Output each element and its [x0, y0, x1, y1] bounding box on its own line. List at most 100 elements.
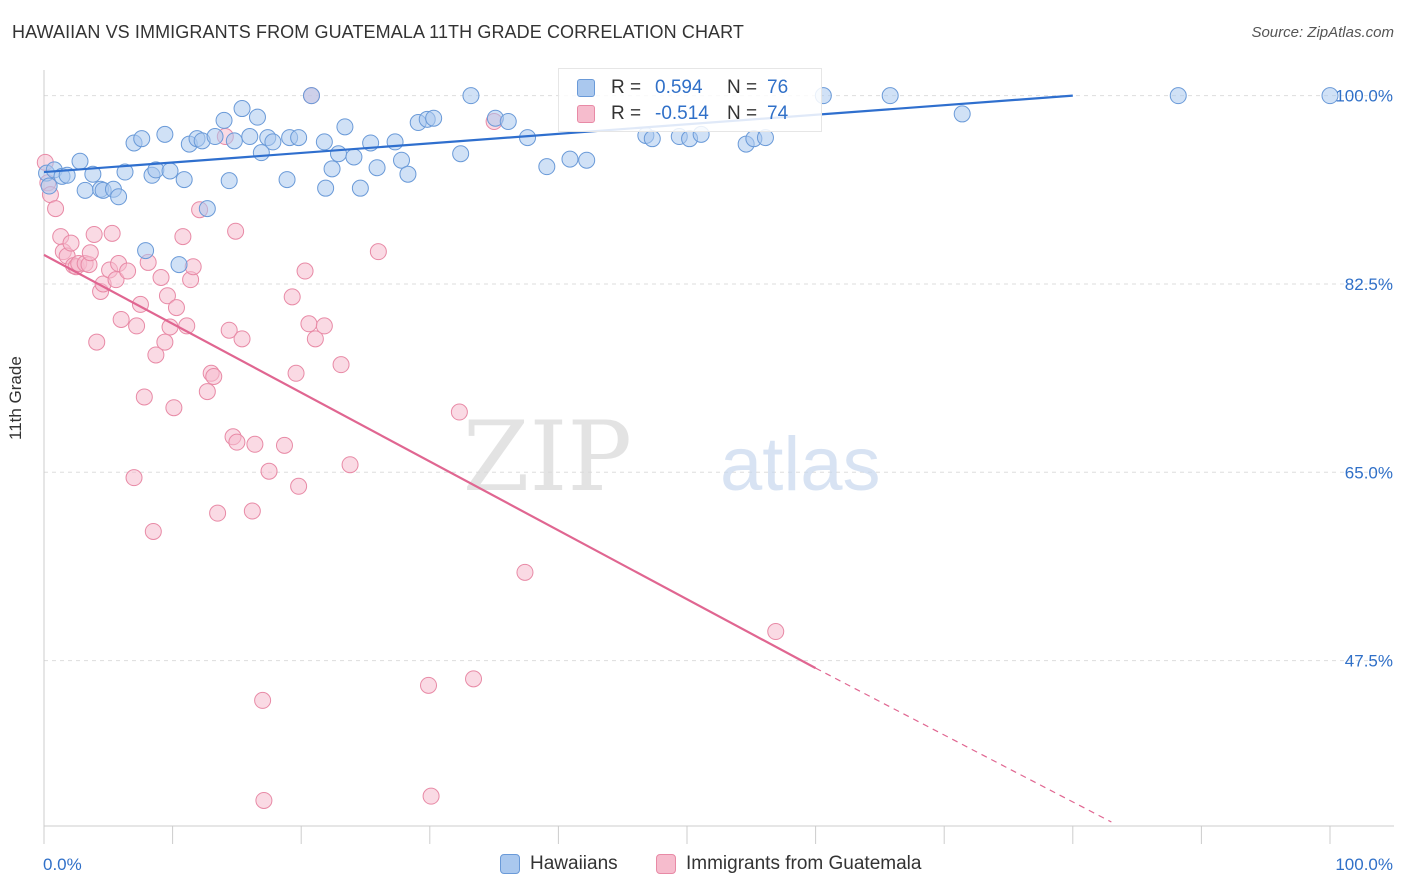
guatemala-point-45 [209, 504, 227, 522]
series-legend-guatemala: Immigrants from Guatemala [656, 853, 921, 875]
hawaiians-trend-line [43, 94, 1073, 174]
guatemala-point-23 [119, 262, 137, 280]
hawaiian-point-7 [84, 165, 102, 183]
hawaiian-point-38 [290, 129, 308, 147]
guatemala-point-40 [184, 258, 202, 276]
trend-lines [43, 94, 1112, 823]
legend-r-label: R = [611, 103, 642, 124]
guatemala-point-58 [283, 288, 301, 306]
guatemala-point-20 [107, 271, 125, 289]
legend-r-label: R = [611, 77, 642, 98]
hawaiian-point-15 [137, 242, 155, 260]
hawaiian-point-25 [198, 200, 216, 218]
grid-lines [44, 95, 1394, 662]
guatemala-point-56 [260, 462, 278, 480]
hawaiian-point-60 [538, 158, 556, 176]
guatemala-point-55 [255, 791, 273, 809]
hawaiian-point-26 [206, 128, 224, 146]
tick-labels: 47.5% 65.0% 82.5% 100.0% 0.0% 100.0% [43, 87, 1393, 874]
guatemala-point-14 [85, 225, 103, 243]
guatemala-point-44 [205, 368, 223, 385]
guatemala-point-27 [135, 388, 153, 406]
guatemala-point-57 [275, 436, 293, 454]
series-legend-hawaiians: Hawaiians [500, 853, 618, 875]
hawaiian-point-42 [323, 160, 341, 178]
hawaiian-point-39 [302, 87, 320, 105]
hawaiian-point-35 [264, 133, 282, 151]
hawaiian-point-61 [561, 150, 579, 168]
hawaiian-point-20 [170, 256, 188, 274]
watermark-zip: ZIP [463, 401, 632, 513]
source-label: Source: ZipAtlas.com [1251, 24, 1394, 41]
guatemala-point-33 [158, 287, 176, 305]
guatemala-point-53 [246, 435, 264, 453]
hawaiian-point-5 [71, 152, 89, 170]
y-tick-label-2: 82.5% [1345, 275, 1393, 294]
hawaiian-point-44 [336, 118, 354, 136]
watermark-atlas: atlas [720, 422, 881, 507]
hawaiian-point-45 [345, 148, 363, 166]
correlation-legend: R = 0.594 N = 76 R = -0.514 N = 74 [558, 68, 822, 132]
hawaiian-point-55 [452, 145, 470, 163]
series-legend: Hawaiians Immigrants from Guatemala [0, 853, 1406, 877]
legend-swatch-hawaiians [577, 79, 595, 97]
y-tick-label-0: 47.5% [1345, 652, 1393, 671]
y-tick-label-3: 100.0% [1335, 87, 1393, 106]
hawaiian-point-43 [329, 145, 347, 163]
hawaiian-point-50 [393, 151, 411, 169]
chart-title: HAWAIIAN VS IMMIGRANTS FROM GUATEMALA 11… [12, 22, 745, 42]
hawaiian-point-72 [881, 87, 899, 105]
hawaiian-point-6 [76, 181, 94, 199]
series-legend-label-guatemala: Immigrants from Guatemala [686, 853, 922, 874]
legend-n-label: N = [727, 103, 758, 124]
guatemala-point-71 [450, 403, 468, 421]
legend-n-value-guatemala: 74 [767, 103, 789, 124]
guatemala-point-61 [296, 262, 314, 280]
series-legend-swatch-hawaiians [500, 854, 520, 874]
guatemala-point-24 [125, 469, 143, 487]
hawaiian-point-56 [462, 87, 480, 105]
legend-n-label: N = [727, 77, 758, 98]
guatemala-point-50 [228, 433, 246, 451]
legend-n-value-hawaiians: 76 [767, 77, 789, 98]
x-tick-label-0: 0.0% [43, 855, 82, 874]
hawaiian-point-48 [368, 159, 386, 177]
guatemala-point-54 [254, 691, 272, 709]
x-tick-label-1: 100.0% [1335, 855, 1393, 874]
hawaiian-point-46 [351, 179, 369, 197]
hawaiian-point-11 [110, 188, 128, 206]
guatemala-point-32 [156, 333, 174, 351]
hawaiian-point-41 [317, 179, 335, 197]
hawaiian-point-32 [248, 108, 266, 126]
hawaiian-point-18 [156, 125, 174, 143]
guatemala-point-19 [103, 224, 121, 242]
guatemala-point-74 [516, 563, 534, 581]
guatemala-point-13 [81, 244, 99, 262]
hawaiian-point-27 [215, 111, 233, 129]
guatemala-point-49 [227, 222, 245, 240]
hawaiian-point-36 [278, 171, 296, 189]
guatemala-point-70 [422, 787, 440, 805]
legend-r-value-hawaiians: 0.594 [655, 77, 703, 98]
guatemala-point-37 [174, 228, 192, 246]
guatemala-point-22 [112, 310, 130, 328]
guatemala-point-65 [315, 317, 333, 335]
guatemala-point-15 [88, 333, 106, 351]
hawaiian-point-49 [386, 133, 404, 151]
hawaiian-point-73 [953, 105, 971, 123]
guatemala-trend-line [43, 253, 817, 670]
guatemala-point-47 [220, 321, 238, 339]
legend-swatch-guatemala [577, 105, 595, 123]
guatemala-point-51 [233, 330, 251, 348]
guatemala-point-29 [144, 522, 162, 540]
y-tick-label-1: 65.0% [1345, 463, 1393, 482]
hawaiian-point-62 [578, 151, 596, 169]
hawaiian-point-70 [756, 129, 774, 147]
guatemala-point-3 [47, 200, 65, 218]
series-legend-label-hawaiians: Hawaiians [530, 853, 618, 874]
guatemala-point-31 [152, 269, 170, 286]
hawaiian-point-19 [161, 162, 179, 180]
guatemala-trend-extension [815, 667, 1112, 823]
hawaiian-point-1 [40, 177, 58, 195]
